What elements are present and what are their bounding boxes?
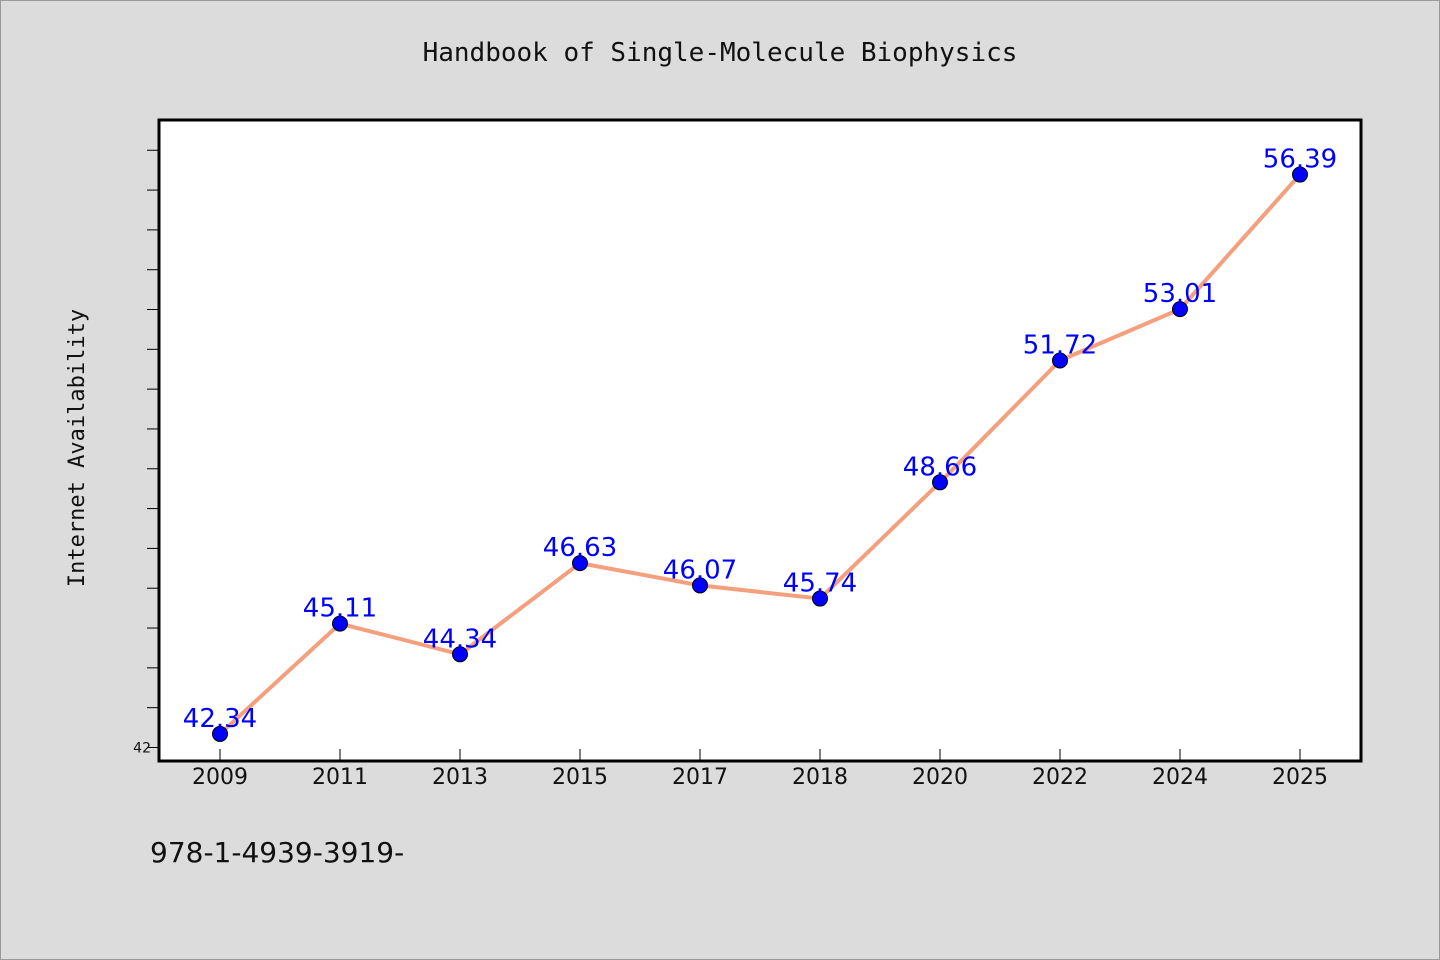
series-layer: 42.34 45.11 44.34 46.63 46.07 45.74 48.66 51.72… — [183, 145, 1337, 742]
x-axis-ticks: 2009 2011 2013 2015 2017 2018 2020 2022 2024 2025 — [192, 749, 1328, 790]
data-label: 46.07 — [663, 555, 737, 585]
data-label: 45.11 — [303, 594, 377, 624]
data-point — [812, 590, 828, 607]
x-tick-label: 2009 — [192, 765, 248, 790]
x-tick-label: 2024 — [1152, 765, 1208, 790]
plot-area — [157, 118, 1363, 763]
x-tick-label: 2015 — [552, 765, 608, 790]
data-point — [212, 725, 228, 742]
data-label: 51.72 — [1023, 330, 1097, 360]
x-tick-label: 2017 — [672, 765, 728, 790]
data-label: 45.74 — [783, 569, 857, 599]
x-tick-label: 2011 — [312, 765, 368, 790]
data-point — [692, 577, 708, 594]
y-axis-label: Internet Availability — [65, 309, 90, 587]
x-tick-label: 2020 — [912, 765, 968, 790]
series-line — [218, 173, 1302, 736]
footer-text: 978-1-4939-3919- — [150, 836, 404, 869]
x-tick-label: 2025 — [1272, 765, 1328, 790]
data-label: 48.66 — [903, 452, 977, 482]
data-label: 53.01 — [1143, 279, 1217, 309]
chart-title: Handbook of Single-Molecule Biophysics — [423, 38, 1018, 68]
data-label: 44.34 — [423, 624, 497, 654]
data-point — [1292, 166, 1308, 183]
x-tick-label: 2018 — [792, 765, 848, 790]
data-label: 42.34 — [183, 704, 257, 734]
x-tick-label: 2022 — [1032, 765, 1088, 790]
data-point — [452, 646, 468, 663]
y-tick-label: 42 — [133, 740, 151, 756]
data-point — [1052, 352, 1068, 369]
x-tick-label: 2013 — [432, 765, 488, 790]
data-point — [932, 474, 948, 491]
data-point — [1172, 301, 1188, 318]
y-axis-ticks: 42 — [133, 149, 159, 756]
data-label: 56.39 — [1263, 145, 1337, 175]
data-point — [572, 555, 588, 572]
data-label: 46.63 — [543, 533, 617, 563]
data-point — [332, 615, 348, 632]
